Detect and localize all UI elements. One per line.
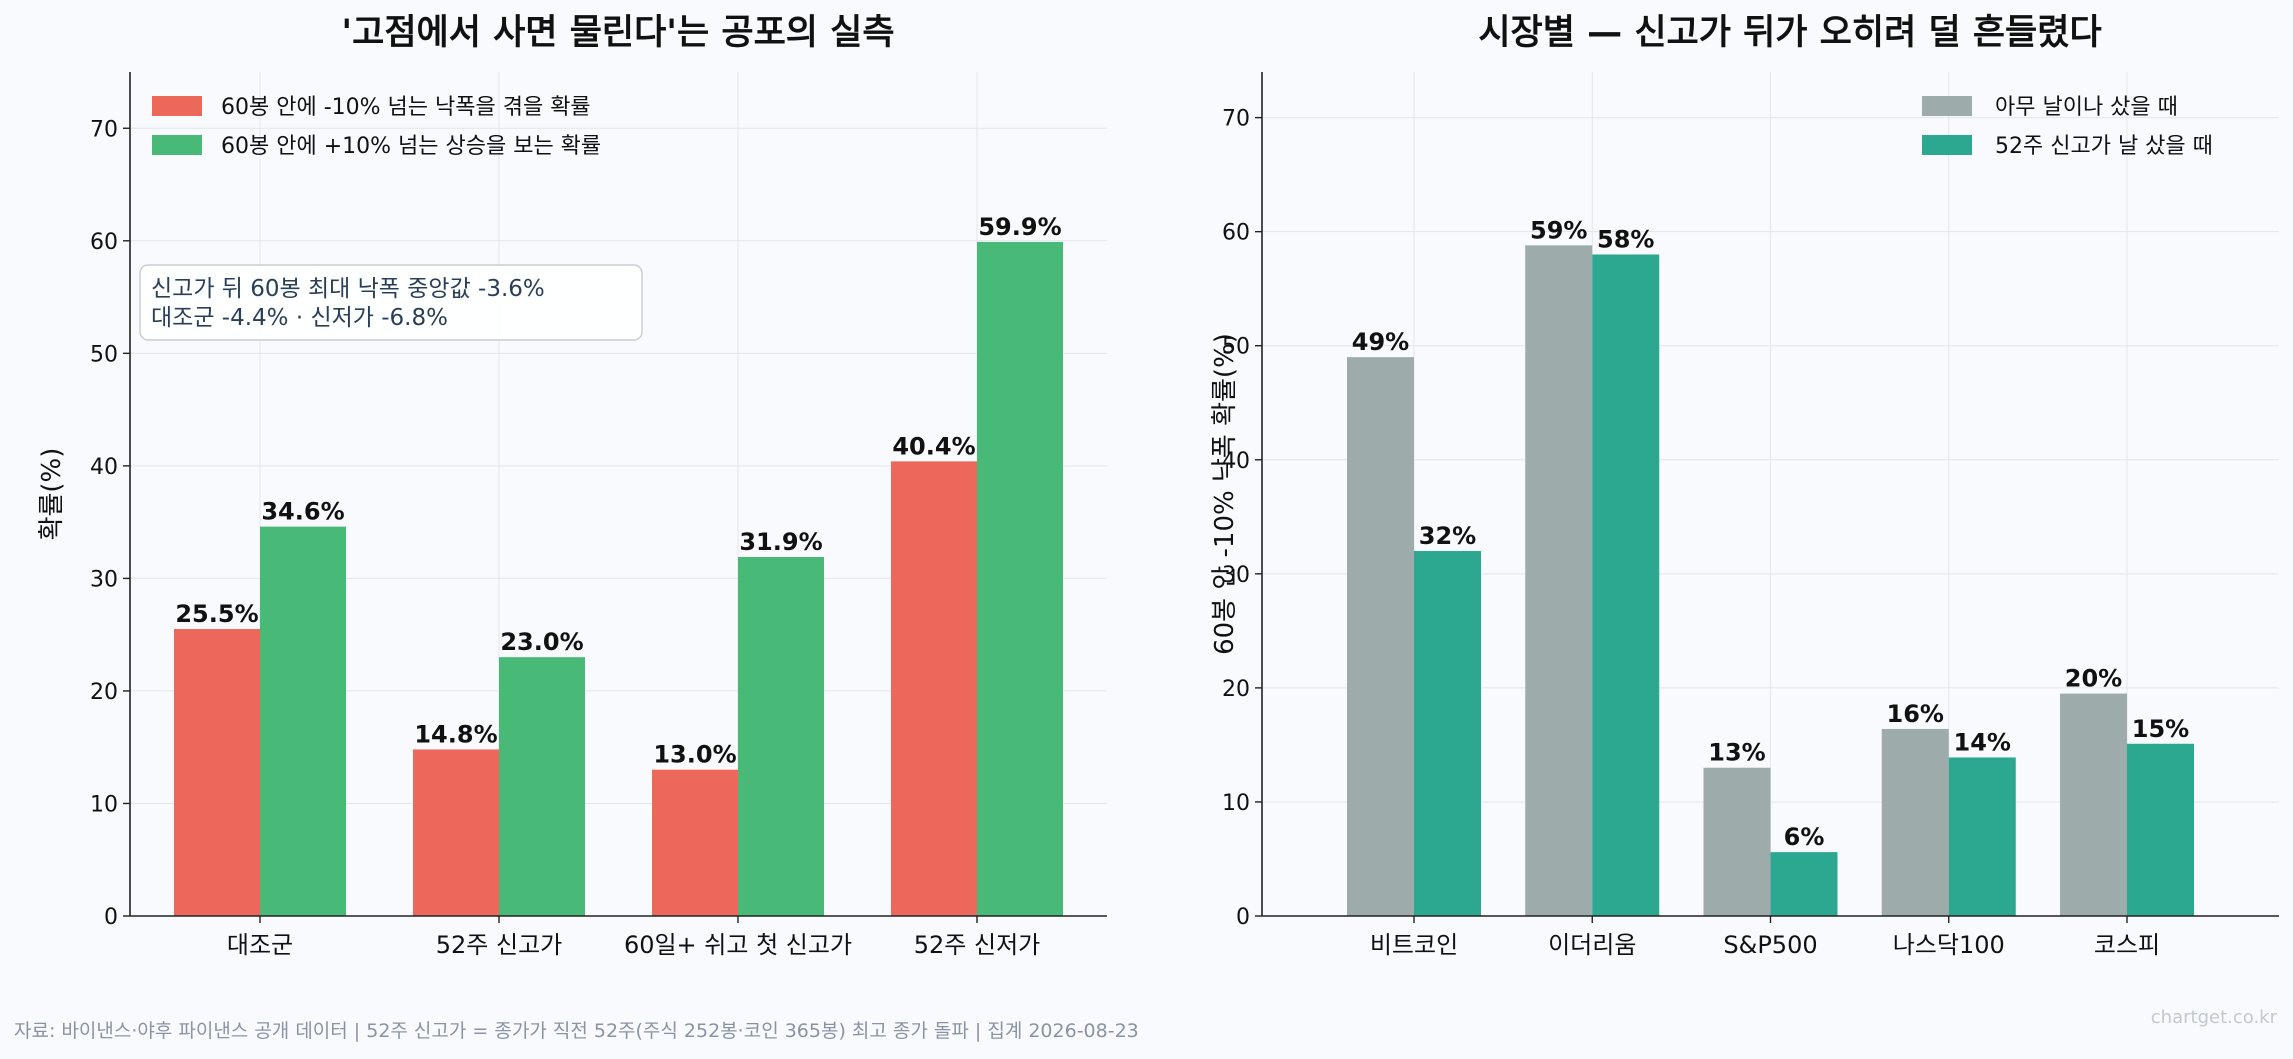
right-bar-s2-1 (1414, 551, 1481, 916)
left-y-tick-label: 50 (90, 342, 118, 367)
right-legend-swatch-2 (1922, 135, 1972, 155)
left-y-tick-label: 20 (90, 680, 118, 705)
right-legend-label-1: 아무 날이나 샀을 때 (1995, 95, 2178, 120)
right-data-label: 6% (1784, 823, 1825, 851)
left-x-tick-label: 60일+ 쉬고 첫 신고가 (624, 931, 852, 959)
right-bar-s2-5 (2127, 743, 2194, 916)
left-data-label: 59.9% (978, 213, 1061, 241)
right-y-tick-label: 70 (1222, 107, 1250, 132)
right-bar-s1-2 (1525, 245, 1593, 916)
left-y-tick-label: 40 (90, 455, 118, 480)
chart-right: 49% 59% 13% 16% 20% 32% 58% 6% 14% 15% 0 10 20 30 40 50… (1210, 13, 2279, 959)
left-data-label: 14.8% (414, 720, 497, 748)
right-bar-s1-4 (1881, 728, 1949, 916)
left-data-label: 34.6% (261, 498, 344, 526)
right-data-label: 15% (2132, 715, 2189, 743)
left-data-label: 40.4% (892, 432, 975, 460)
left-legend-label-2: 60봉 안에 +10% 넘는 상승을 보는 확률 (221, 134, 601, 159)
left-y-tick-label: 60 (90, 230, 118, 255)
left-x-tick-label: 52주 신저가 (914, 931, 1041, 959)
right-title: 시장별 — 신고가 뒤가 오히려 덜 흔들렸다 (1478, 13, 2101, 53)
left-bar-s2-1 (260, 526, 346, 916)
right-y-tick-label: 0 (1236, 905, 1250, 930)
right-data-label: 59% (1530, 216, 1587, 244)
left-data-label: 13.0% (653, 741, 736, 769)
left-legend-label-1: 60봉 안에 -10% 넘는 낙폭을 겪을 확률 (221, 95, 591, 120)
right-x-tick-label: S&P500 (1723, 931, 1817, 959)
right-legend-swatch-1 (1922, 96, 1972, 116)
left-data-label: 23.0% (500, 628, 583, 656)
left-legend-swatch-1 (152, 96, 202, 116)
left-bar-s1-4 (891, 461, 977, 916)
right-y-tick-label: 60 (1222, 221, 1250, 246)
left-annotation-line-2: 대조군 -4.4% · 신저가 -6.8% (151, 305, 448, 331)
right-bar-s2-2 (1592, 254, 1660, 917)
left-y-axis-label: 확률(%) (37, 448, 67, 541)
left-title: '고점에서 사면 물린다'는 공포의 실측 (341, 13, 894, 53)
right-data-label: 16% (1887, 700, 1944, 728)
right-y-tick-label: 50 (1222, 335, 1250, 360)
left-bar-s2-4 (977, 241, 1063, 916)
right-data-label: 58% (1597, 225, 1654, 253)
right-legend-label-2: 52주 신고가 날 샀을 때 (1995, 134, 2213, 159)
left-annotation-box (139, 264, 643, 341)
left-bar-s1-3 (652, 769, 738, 916)
right-y-tick-label: 30 (1222, 563, 1250, 588)
right-bar-s1-5 (2060, 693, 2127, 916)
right-x-tick-label: 이더리움 (1548, 931, 1636, 959)
left-y-tick-label: 30 (90, 567, 118, 592)
right-bar-s2-4 (1948, 757, 2016, 916)
right-x-tick-label: 비트코인 (1370, 931, 1458, 959)
left-y-tick-label: 10 (90, 792, 118, 817)
right-data-label: 49% (1352, 328, 1409, 356)
right-bar-s1-3 (1703, 767, 1771, 916)
left-bar-s2-2 (499, 657, 585, 916)
left-legend-swatch-2 (152, 135, 202, 155)
right-y-tick-label: 20 (1222, 677, 1250, 702)
right-bar-s1-1 (1347, 357, 1414, 916)
right-x-tick-label: 코스피 (2094, 931, 2160, 959)
left-data-label: 31.9% (739, 528, 822, 556)
right-data-label: 14% (1954, 728, 2011, 756)
left-x-tick-label: 52주 신고가 (436, 931, 563, 959)
left-x-tick-label: 대조군 (227, 931, 293, 959)
chart-left: 25.5% 14.8% 13.0% 40.4% 34.6% 23.0% 31.9% 59.9%… (37, 13, 1107, 959)
right-y-tick-label: 40 (1222, 449, 1250, 474)
right-data-label: 32% (1419, 522, 1476, 550)
left-bar-s1-2 (413, 749, 499, 916)
right-x-tick-label: 나스닥100 (1893, 931, 2005, 959)
right-data-label: 20% (2065, 665, 2122, 693)
left-y-tick-label: 0 (104, 905, 118, 930)
right-bar-s2-3 (1770, 852, 1838, 916)
left-bar-s1-1 (174, 629, 260, 916)
left-data-label: 25.5% (175, 600, 258, 628)
right-y-tick-label: 10 (1222, 791, 1250, 816)
footer-watermark: chartget.co.kr (2151, 1007, 2278, 1028)
right-data-label: 13% (1708, 739, 1765, 767)
left-annotation-line-1: 신고가 뒤 60봉 최대 낙폭 중앙값 -3.6% (151, 276, 545, 302)
left-y-tick-label: 70 (90, 117, 118, 142)
right-y-axis-label: 60봉 안 -10% 낙폭 확률(%) (1210, 333, 1240, 655)
footer-source: 자료: 바이낸스·야후 파이낸스 공개 데이터 | 52주 신고가 = 종가가 … (14, 1020, 1139, 1042)
left-bar-s2-3 (738, 557, 824, 916)
